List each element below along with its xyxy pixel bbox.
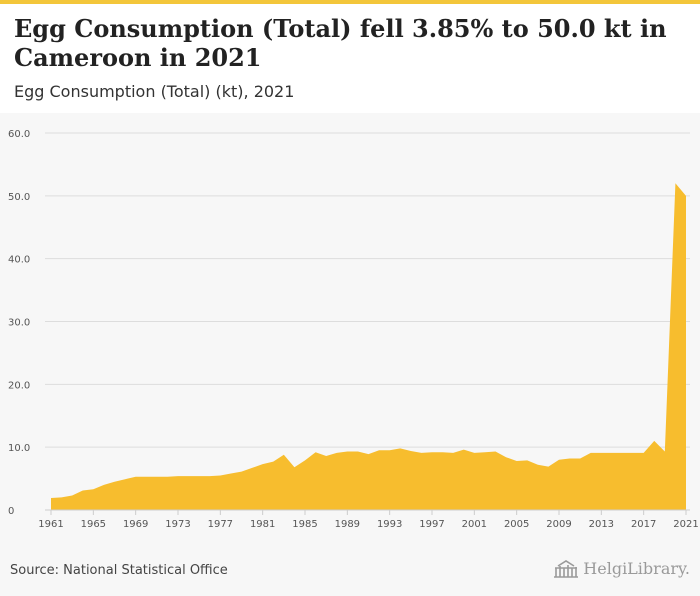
y-tick-label: 20.0 <box>8 380 30 391</box>
x-tick-label: 1961 <box>38 519 63 530</box>
chart-subtitle: Egg Consumption (Total) (kt), 2021 <box>14 82 295 101</box>
y-tick-label: 10.0 <box>8 443 30 454</box>
x-tick-label: 2009 <box>546 519 571 530</box>
page-title: Egg Consumption (Total) fell 3.85% to 50… <box>14 14 667 72</box>
area-series <box>51 183 686 510</box>
series-marks <box>51 183 686 510</box>
x-tick-label: 1997 <box>419 519 444 530</box>
x-tick-label: 1973 <box>165 519 190 530</box>
x-tick-label: 2017 <box>631 519 656 530</box>
x-tick-label: 1965 <box>81 519 106 530</box>
x-tick-label: 2013 <box>589 519 614 530</box>
x-tick-label: 1993 <box>377 519 402 530</box>
library-building-icon <box>554 559 579 578</box>
y-axis: 0 10.0 20.0 30.0 40.0 50.0 60.0 <box>8 129 30 517</box>
x-axis: 1961 1965 1969 1973 1977 1981 1985 1989 1993 1997… <box>38 509 699 530</box>
x-tick-label: 1989 <box>335 519 360 530</box>
brand-logo[interactable]: HelgiLibrary. <box>553 559 690 578</box>
y-tick-label: 60.0 <box>8 129 30 140</box>
y-tick-label: 40.0 <box>8 255 30 266</box>
brand-name: HelgiLibrary. <box>583 559 690 578</box>
accent-bar <box>0 0 700 4</box>
x-tick-label: 2021 <box>673 519 698 530</box>
x-tick-label: 2001 <box>462 519 487 530</box>
y-tick-label: 0 <box>8 506 14 517</box>
x-tick-label: 1969 <box>123 519 148 530</box>
y-tick-label: 50.0 <box>8 192 30 203</box>
x-tick-label: 1985 <box>292 519 317 530</box>
y-tick-label: 30.0 <box>8 318 30 329</box>
source-note: Source: National Statistical Office <box>10 563 228 578</box>
x-tick-label: 1981 <box>250 519 275 530</box>
chart-header: Egg Consumption (Total) fell 3.85% to 50… <box>0 4 700 113</box>
x-tick-label: 1977 <box>208 519 233 530</box>
chart-area: 0 10.0 20.0 30.0 40.0 50.0 60.0 1961 1965 1969 19… <box>0 113 700 543</box>
chart-footer: Source: National Statistical Office Helg… <box>0 543 700 596</box>
area-chart: 010.020.030.040.050.060.0 1961 1965 1969 19… <box>8 129 699 530</box>
x-tick-label: 2005 <box>504 519 529 530</box>
